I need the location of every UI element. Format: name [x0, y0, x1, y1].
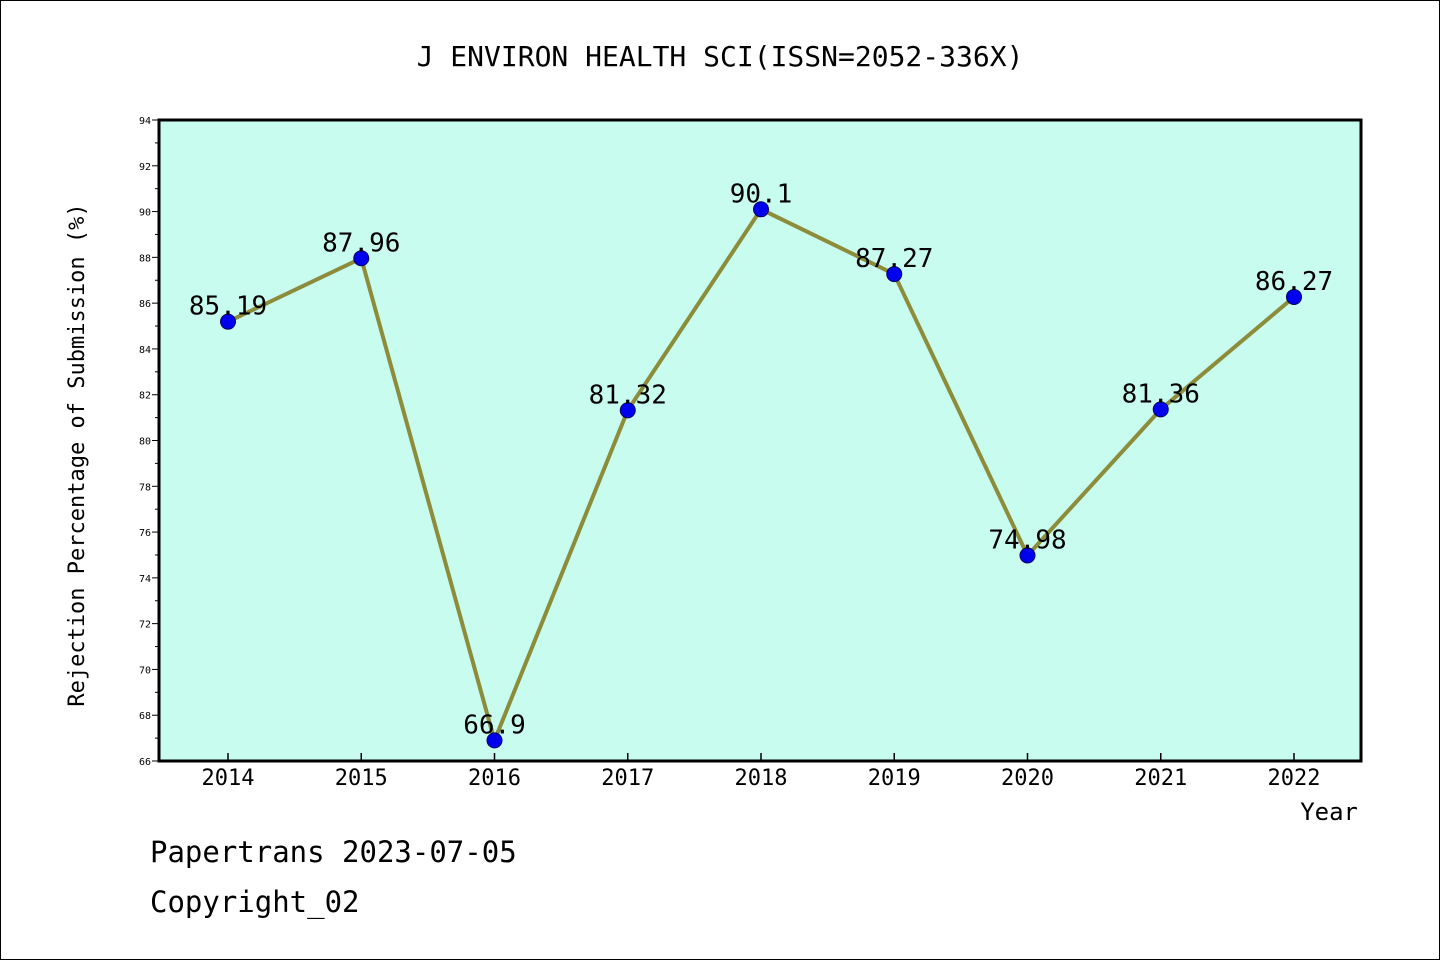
- data-point-marker: [886, 266, 903, 283]
- y-tick-label: 92: [139, 162, 151, 173]
- y-tick-label: 80: [139, 437, 151, 448]
- plot-area: [157, 118, 1363, 763]
- y-tick-label: 84: [139, 345, 151, 356]
- data-label: 74.98: [988, 525, 1066, 555]
- data-point-marker: [1152, 401, 1169, 418]
- data-label: 87.27: [855, 244, 933, 274]
- data-point-marker: [353, 250, 370, 267]
- x-tick-label: 2015: [335, 766, 388, 791]
- x-tick-label: 2016: [468, 766, 521, 791]
- y-tick-label: 68: [139, 711, 151, 722]
- data-point-marker: [486, 732, 503, 749]
- data-point-marker: [220, 313, 236, 330]
- y-tick-label: 70: [139, 665, 151, 676]
- y-tick-label: 66: [139, 757, 151, 768]
- x-axis-label: Year: [1300, 798, 1358, 826]
- y-tick-label: 90: [139, 208, 151, 219]
- y-tick-label: 74: [139, 574, 151, 585]
- data-label: 81.32: [589, 380, 667, 410]
- y-tick-label: 86: [139, 299, 151, 310]
- data-label: 87.96: [322, 228, 400, 258]
- x-tick-label: 2014: [202, 766, 255, 791]
- y-tick-label: 82: [139, 391, 151, 402]
- data-label: 90.1: [730, 179, 793, 209]
- y-tick-label: 78: [139, 482, 151, 493]
- data-label: 66.9: [463, 710, 526, 740]
- y-tick-label: 76: [139, 528, 151, 539]
- chart-title: J ENVIRON HEALTH SCI(ISSN=2052-336X): [417, 40, 1024, 73]
- footer-copyright: Copyright_02: [150, 885, 360, 919]
- x-tick-label: 2017: [601, 766, 654, 791]
- y-tick-label: 88: [139, 253, 151, 264]
- x-tick-label: 2019: [868, 766, 921, 791]
- data-label: 81.36: [1122, 379, 1200, 409]
- data-point-marker: [753, 201, 769, 218]
- x-tick-label: 2018: [735, 766, 788, 791]
- y-tick-label: 94: [139, 116, 151, 127]
- y-axis-label: Rejection Percentage of Submission (%): [65, 203, 90, 706]
- data-point-marker: [1286, 288, 1302, 305]
- x-tick-label: 2022: [1268, 766, 1321, 791]
- y-axis-ticks: 66 68 70 72 74 76 78 80 82 84 86 88 90 92 94: [139, 116, 159, 768]
- series-layer: 85.19 87.96 66.9 81.32 90.1 87.27 74.98 81.36 86…: [189, 179, 1333, 749]
- footer-source: Papertrans 2023-07-05: [150, 835, 517, 869]
- data-point-marker: [1019, 547, 1036, 564]
- x-tick-label: 2021: [1134, 766, 1187, 791]
- data-point-marker: [619, 402, 636, 419]
- x-tick-label: 2020: [1001, 766, 1054, 791]
- data-label: 86.27: [1255, 267, 1333, 297]
- y-tick-label: 72: [139, 620, 151, 631]
- data-label: 85.19: [189, 292, 267, 322]
- x-axis-ticks: 2014 2015 2016 2017 2018 2019 2020 2021 2022: [202, 753, 1321, 791]
